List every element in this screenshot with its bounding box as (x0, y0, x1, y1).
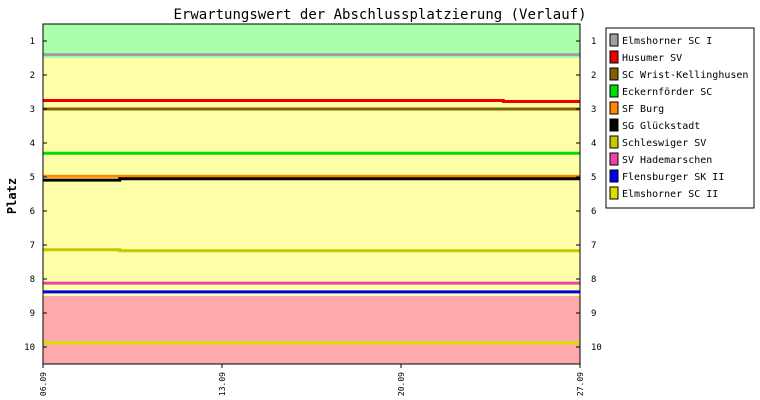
legend-swatch-4 (609, 84, 619, 98)
y-tick-label-left: 6 (30, 207, 35, 217)
series-lines (43, 53, 580, 345)
legend-label-10: Elmshorner SC II (622, 189, 718, 200)
x-axis: 06.09 13.09 20.09 27.09 (39, 364, 585, 396)
legend: Elmshorner SC I Husumer SV SC Wrist-Kellin… (605, 27, 755, 209)
legend-swatch-3 (609, 67, 619, 81)
x-tick-label: 20.09 (397, 372, 406, 396)
legend-box (605, 27, 755, 209)
zone-band-2 (43, 296, 580, 364)
legend-swatch-9 (609, 169, 619, 183)
legend-label-2: Husumer SV (622, 53, 682, 64)
legend-swatch-7 (609, 135, 619, 149)
legend-label-3: SC Wrist-Kellinghusen (622, 70, 748, 81)
y-tick-label-left: 4 (30, 139, 35, 149)
y-tick-label-right: 5 (591, 173, 596, 183)
y-axis-right: 1 2 3 4 5 6 7 8 9 10 (576, 37, 602, 353)
legend-swatch-2 (609, 50, 619, 64)
series-line-2 (43, 99, 580, 103)
y-tick-label-right: 10 (591, 343, 602, 353)
y-tick-label-left: 2 (30, 71, 35, 81)
y-tick-label-left: 8 (30, 275, 35, 285)
y-tick-label-right: 2 (591, 71, 596, 81)
legend-swatch-5 (609, 101, 619, 115)
y-tick-label-right: 1 (591, 37, 596, 47)
legend-label-1: Elmshorner SC I (622, 36, 712, 47)
x-tick-label: 27.09 (576, 372, 585, 396)
legend-label-4: Eckernförder SC (622, 87, 712, 98)
y-tick-label-right: 4 (591, 139, 596, 149)
legend-label-8: SV Hademarschen (622, 155, 712, 166)
plot-frame (42, 23, 581, 365)
legend-label-7: Schleswiger SV (622, 138, 706, 149)
y-tick-label-left: 9 (30, 309, 35, 319)
legend-swatch-10 (609, 186, 619, 200)
y-axis-left: 1 2 3 4 5 6 7 8 9 10 (24, 37, 47, 353)
series-line-7 (43, 248, 580, 253)
chart-title: Erwartungswert der Abschlussplatzierung … (173, 7, 586, 23)
x-tick-label: 06.09 (39, 372, 48, 396)
y-tick-label-right: 3 (591, 105, 596, 115)
zone-band-0 (43, 24, 580, 58)
y-tick-label-left: 7 (30, 241, 35, 251)
y-tick-label-left: 1 (30, 37, 35, 47)
y-tick-label-right: 7 (591, 241, 596, 251)
y-tick-label-right: 9 (591, 309, 596, 319)
series-line-6 (43, 177, 580, 182)
legend-swatch-6 (609, 118, 619, 132)
plot-zones (43, 24, 580, 364)
legend-swatch-1 (609, 33, 619, 47)
legend-label-5: SF Burg (622, 104, 664, 115)
legend-label-9: Flensburger SK II (622, 172, 724, 183)
legend-swatch-8 (609, 152, 619, 166)
legend-label-6: SG Glückstadt (622, 121, 700, 132)
y-tick-label-right: 6 (591, 207, 596, 217)
y-tick-label-left: 5 (30, 173, 35, 183)
y-axis-label: Platz (5, 178, 19, 214)
y-tick-label-left: 3 (30, 105, 35, 115)
x-tick-label: 13.09 (218, 372, 227, 396)
y-tick-label-left: 10 (24, 343, 35, 353)
y-tick-label-right: 8 (591, 275, 596, 285)
